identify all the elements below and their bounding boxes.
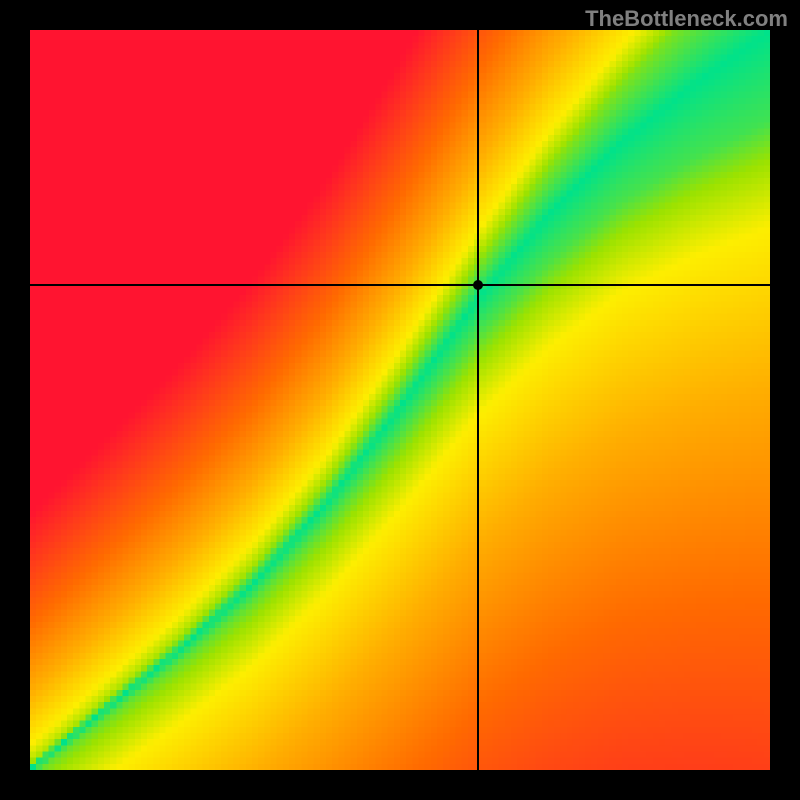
crosshair-vertical [477, 30, 479, 770]
watermark-text: TheBottleneck.com [585, 6, 788, 32]
chart-container: TheBottleneck.com [0, 0, 800, 800]
heatmap-canvas [30, 30, 770, 770]
marker-dot [473, 280, 483, 290]
plot-area [30, 30, 770, 770]
crosshair-horizontal [30, 284, 770, 286]
